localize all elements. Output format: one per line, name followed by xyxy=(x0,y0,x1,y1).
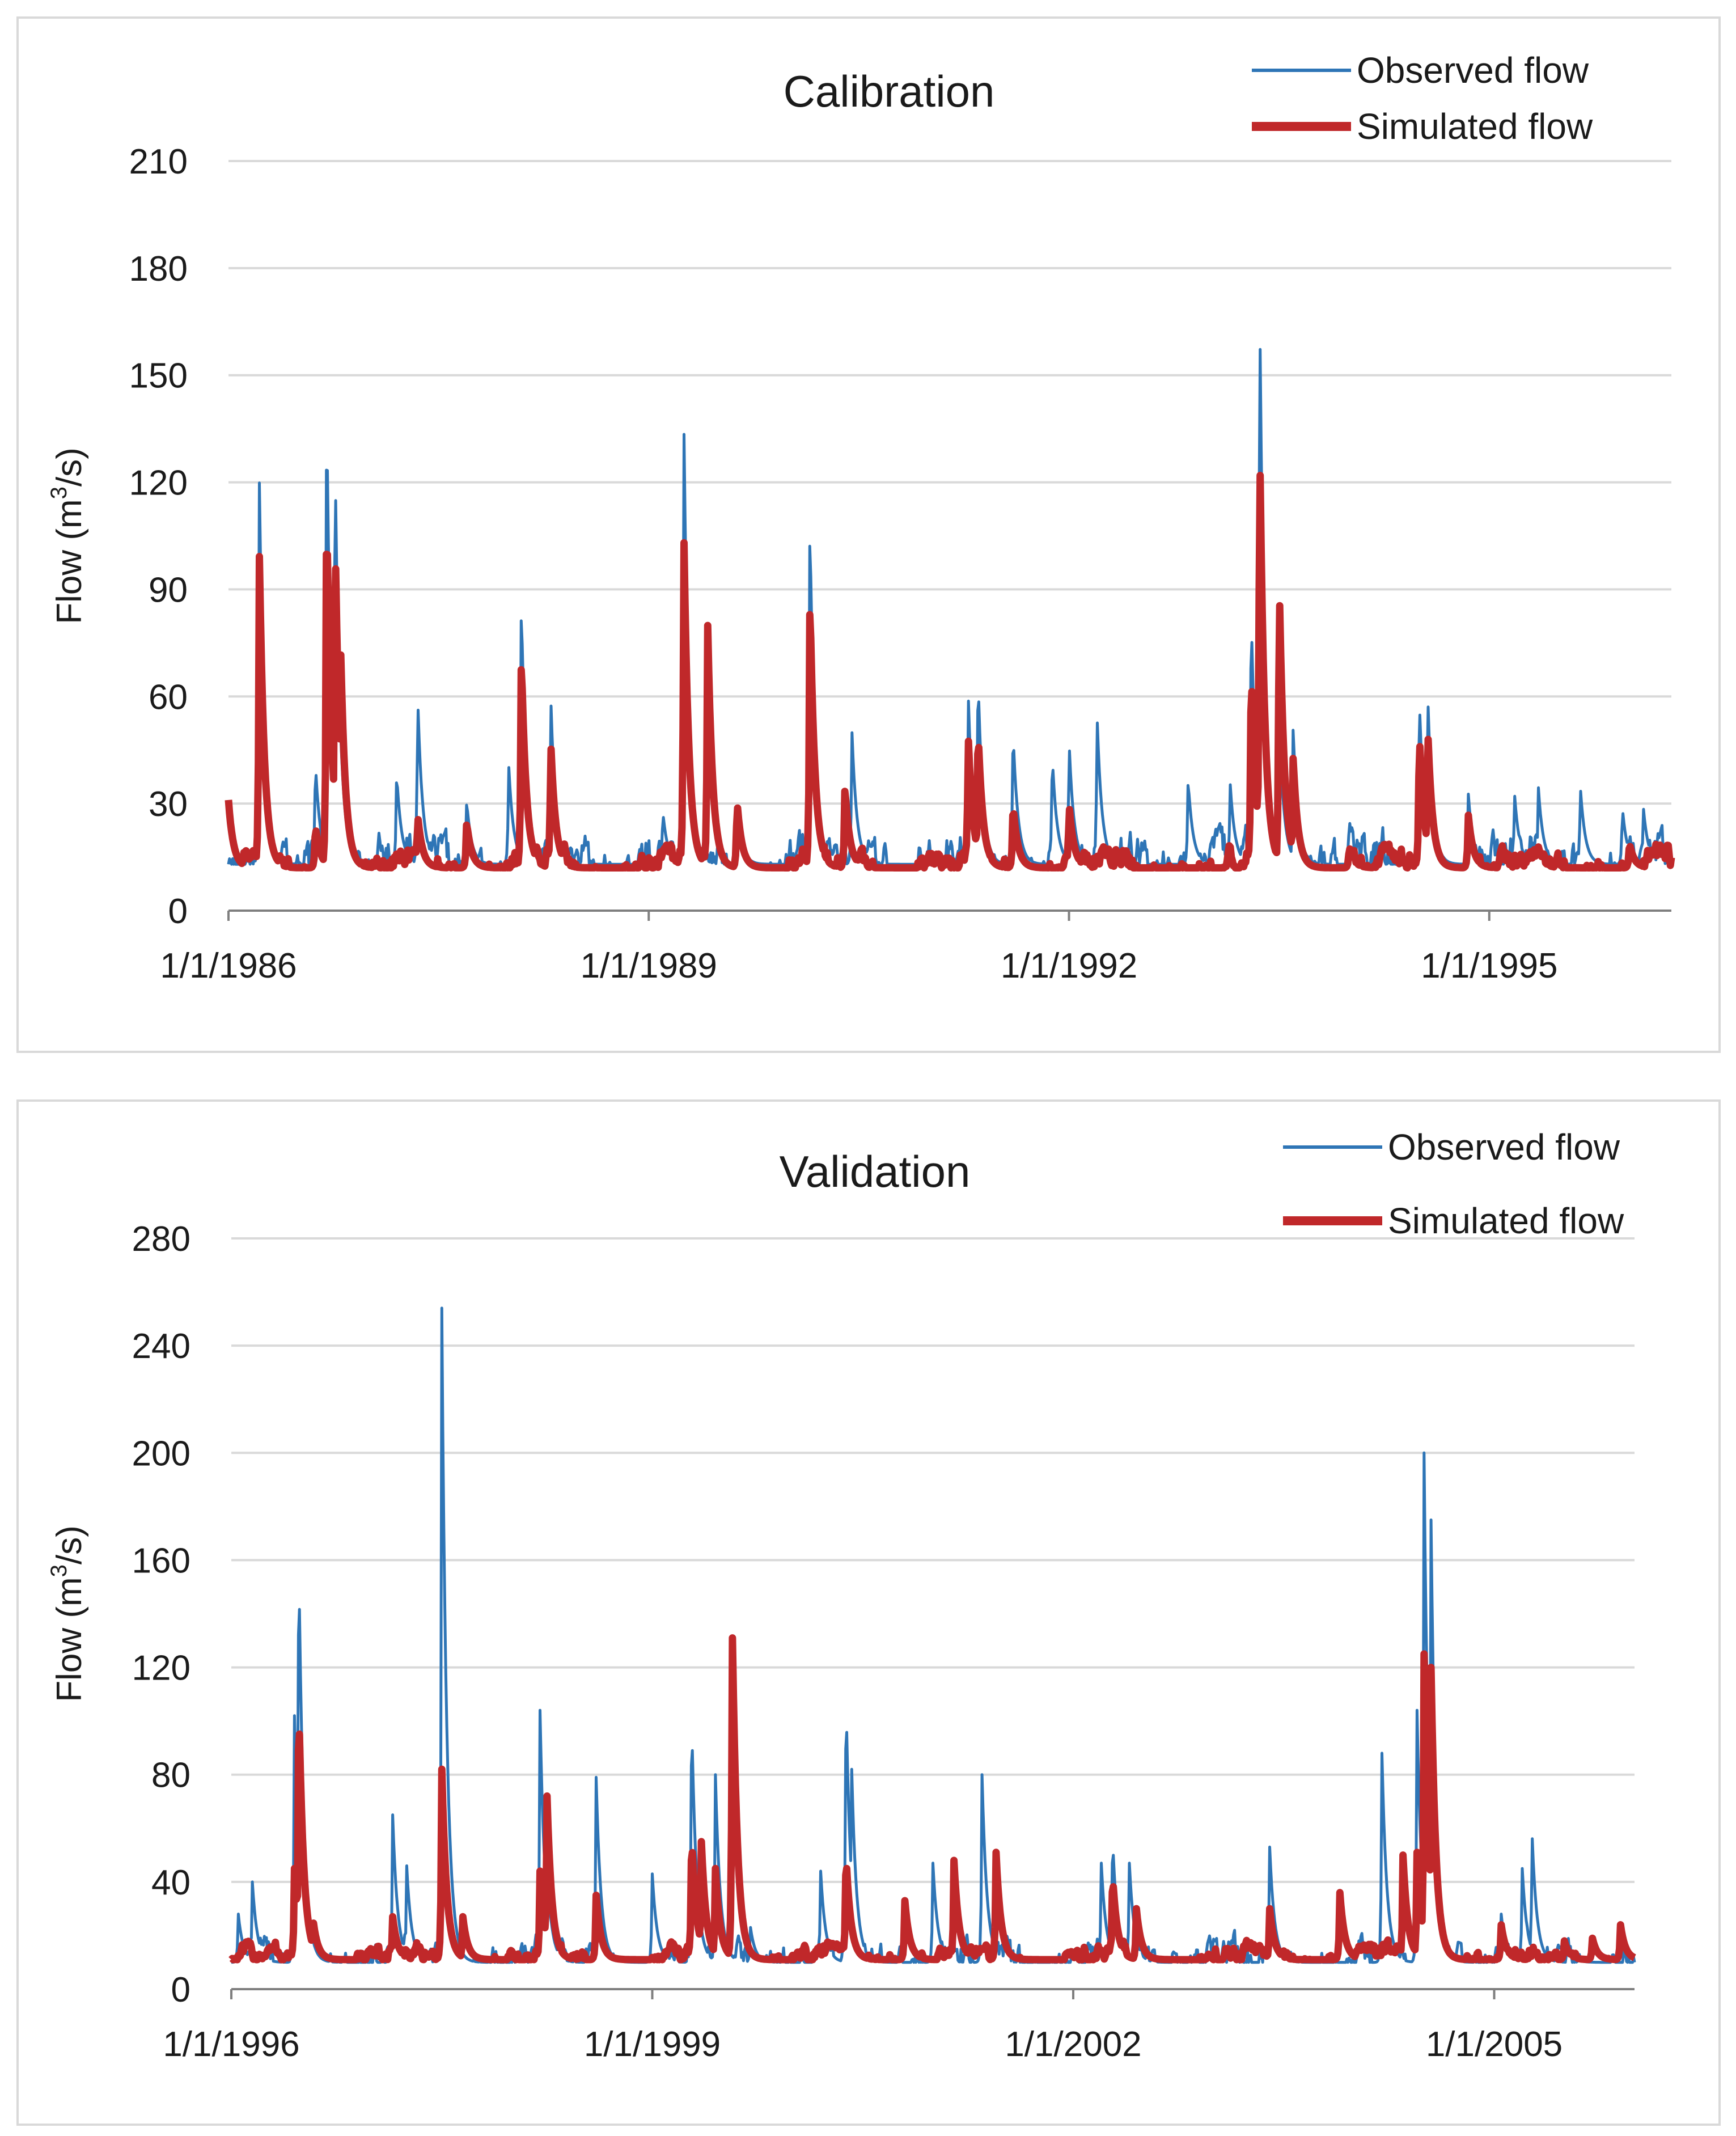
y-tick-label: 40 xyxy=(151,1863,190,1902)
simulated-flow-line xyxy=(228,1634,1637,1964)
x-tick-label: 1/1/1986 xyxy=(160,946,297,985)
y-tick-label: 120 xyxy=(132,1649,190,1688)
observed-flow-line xyxy=(227,348,1673,866)
calibration-panel: 1/1/1986 1/1/1989 1/1/1992 1/1/1995 0 30 60 90… xyxy=(16,16,1721,1053)
y-tick-label: 150 xyxy=(129,357,188,396)
x-tick-label: 1/1/1989 xyxy=(581,946,717,985)
x-tick-label: 1/1/2002 xyxy=(1005,2025,1141,2064)
y-tick-label: 80 xyxy=(151,1756,190,1795)
legend-simulated-label: Simulated flow xyxy=(1357,106,1593,147)
y-tick-label: 200 xyxy=(132,1434,190,1473)
y-tick-label: 280 xyxy=(132,1220,190,1259)
y-axis-label: Flow (m3/s) xyxy=(46,1525,89,1702)
legend: Observed flow Simulated flow xyxy=(1283,1127,1624,1241)
x-tick-label: 1/1/1995 xyxy=(1421,946,1557,985)
y-tick-label: 210 xyxy=(129,142,188,181)
legend: Observed flow Simulated flow xyxy=(1252,50,1593,147)
y-tick-label: 120 xyxy=(129,464,188,503)
y-tick-label: 90 xyxy=(149,570,188,610)
y-tick-label: 180 xyxy=(129,249,188,289)
chart-title: Validation xyxy=(780,1147,971,1196)
y-tick-label: 0 xyxy=(168,892,188,931)
y-tick-label: 60 xyxy=(149,678,188,717)
simulated-flow-line xyxy=(225,472,1675,872)
y-tick-label: 160 xyxy=(132,1541,190,1580)
legend-simulated-label: Simulated flow xyxy=(1388,1200,1624,1241)
y-tick-label: 30 xyxy=(149,785,188,824)
calibration-chart: 1/1/1986 1/1/1989 1/1/1992 1/1/1995 0 30 60 90… xyxy=(46,50,1675,985)
y-axis-label: Flow (m3/s) xyxy=(46,447,89,624)
validation-panel: 1/1/1996 1/1/1999 1/1/2002 1/1/2005 0 40 80 12… xyxy=(16,1099,1721,2126)
legend-observed-label: Observed flow xyxy=(1357,50,1589,91)
x-tick-label: 1/1/1992 xyxy=(1001,946,1137,985)
chart-title: Calibration xyxy=(784,66,995,116)
y-tick-label: 0 xyxy=(171,1970,190,2010)
legend-observed-label: Observed flow xyxy=(1388,1127,1620,1168)
x-tick-label: 1/1/2005 xyxy=(1426,2025,1563,2064)
x-tick-label: 1/1/1999 xyxy=(584,2025,721,2064)
y-tick-label: 240 xyxy=(132,1327,190,1366)
validation-chart: 1/1/1996 1/1/1999 1/1/2002 1/1/2005 0 40 80 12… xyxy=(46,1127,1637,2064)
x-tick-label: 1/1/1996 xyxy=(163,2025,299,2064)
